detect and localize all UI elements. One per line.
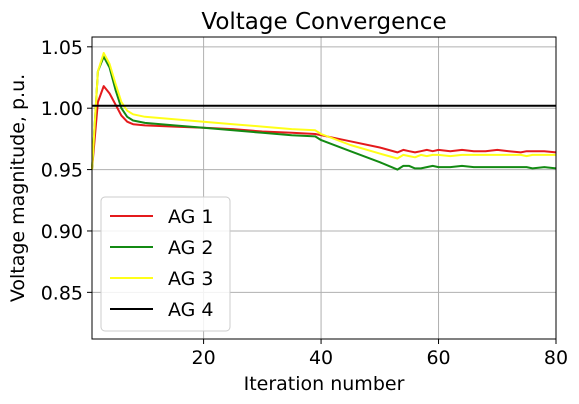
legend-label: AG 2 — [168, 237, 214, 259]
y-tick-label: 1.00 — [41, 98, 83, 120]
x-tick-label: 80 — [544, 347, 568, 369]
chart-title: Voltage Convergence — [201, 9, 446, 35]
legend-label: AG 1 — [168, 206, 214, 228]
series-line-ag-3 — [91, 52, 556, 170]
legend-label: AG 4 — [168, 299, 214, 321]
y-tick-label: 0.90 — [41, 221, 83, 243]
y-axis-label: Voltage magnitude, p.u. — [7, 74, 29, 302]
axis-ticks: 20 40 60 80 0.85 0.90 0.95 1.00 1.05 — [41, 37, 568, 369]
legend-box — [100, 196, 231, 332]
y-tick-label: 0.85 — [41, 282, 83, 304]
x-axis-label: Iteration number — [244, 373, 405, 395]
y-tick-label: 0.95 — [41, 160, 83, 182]
series-line-ag-1 — [91, 85, 557, 170]
series-line-ag-2 — [91, 55, 557, 171]
plot-frame — [91, 36, 557, 340]
series-layer — [91, 52, 557, 171]
x-tick-label: 20 — [192, 347, 216, 369]
legend-label: AG 3 — [168, 268, 214, 290]
y-tick-label: 1.05 — [41, 37, 83, 59]
x-tick-label: 40 — [309, 347, 333, 369]
x-tick-label: 60 — [426, 347, 450, 369]
legend: AG 1 AG 2 AG 3 AG 4 — [100, 196, 231, 332]
